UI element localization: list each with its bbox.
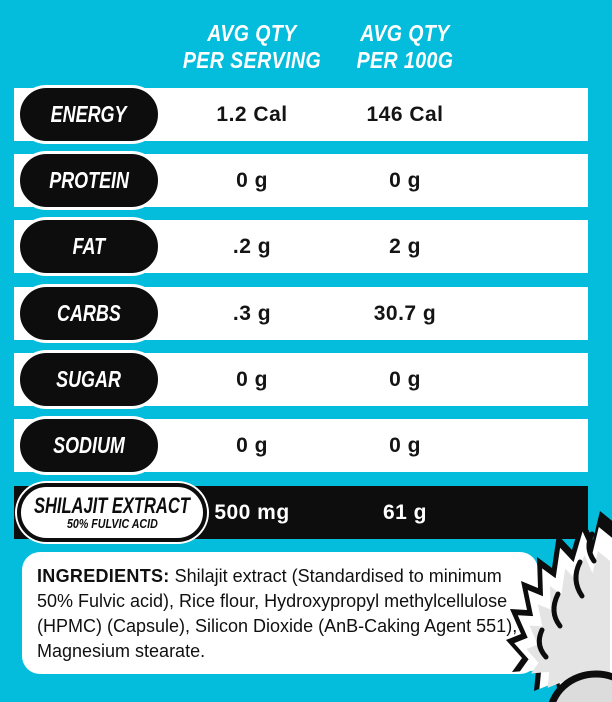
table-row-fat: FAT .2 g 2 g xyxy=(14,217,588,276)
value-per-serving: 1.2 Cal xyxy=(216,102,288,126)
row-label: PROTEIN xyxy=(49,167,129,193)
value-per-100g: 61 g xyxy=(382,500,428,524)
row-label-pill: SODIUM xyxy=(17,416,161,475)
row-label: ENERGY xyxy=(51,101,127,127)
ingredients-panel: INGREDIENTS: Shilajit extract (Standardi… xyxy=(22,552,538,674)
value-per-100g: 0 g xyxy=(389,367,421,391)
column-header-line: AVG QTY xyxy=(207,20,297,46)
table-row-protein: PROTEIN 0 g 0 g xyxy=(14,151,588,210)
column-header-per-100g: AVG QTY PER 100G xyxy=(295,20,515,74)
table-row-sugar: SUGAR 0 g 0 g xyxy=(14,350,588,409)
value-per-100g: 2 g xyxy=(389,234,421,258)
column-header-line: PER 100G xyxy=(356,47,454,73)
row-sublabel: 50% FULVIC ACID xyxy=(66,516,158,531)
value-per-100g: 0 g xyxy=(389,433,421,457)
row-label: FAT xyxy=(72,233,106,259)
value-per-100g: 30.7 g xyxy=(373,301,437,325)
table-row-energy: ENERGY 1.2 Cal 146 Cal xyxy=(14,85,588,144)
column-header-line: AVG QTY xyxy=(360,20,450,46)
ingredients-heading: INGREDIENTS: xyxy=(37,566,170,586)
value-per-serving: 0 g xyxy=(236,168,268,192)
row-label-pill: PROTEIN xyxy=(17,151,161,210)
value-per-serving: 0 g xyxy=(236,433,268,457)
row-label-pill: FAT xyxy=(17,217,161,276)
column-header-line: PER SERVING xyxy=(182,47,322,73)
value-per-100g: 146 Cal xyxy=(366,102,444,126)
row-label-pill: CARBS xyxy=(17,284,161,343)
row-label-pill: ENERGY xyxy=(17,85,161,144)
row-label: SUGAR xyxy=(56,366,122,392)
column-header-per-serving: AVG QTY PER SERVING xyxy=(142,20,362,74)
row-label-pill: SUGAR xyxy=(17,350,161,409)
value-per-serving: 0 g xyxy=(236,367,268,391)
value-per-serving: 500 mg xyxy=(214,500,290,524)
row-label-pill: SHILAJIT EXTRACT 50% FULVIC ACID xyxy=(17,483,207,542)
table-row-carbs: CARBS .3 g 30.7 g xyxy=(14,284,588,343)
row-label: SODIUM xyxy=(53,432,125,458)
row-label: CARBS xyxy=(57,300,121,326)
spiky-flame-mascot-icon xyxy=(506,511,612,702)
value-per-serving: .3 g xyxy=(232,301,272,325)
value-per-serving: .2 g xyxy=(232,234,272,258)
value-per-100g: 0 g xyxy=(389,168,421,192)
ingredients-text: Shilajit extract (Standardised to minimu… xyxy=(37,566,518,661)
table-row-sodium: SODIUM 0 g 0 g xyxy=(14,416,588,475)
row-label: SHILAJIT EXTRACT xyxy=(34,493,190,518)
table-row-shilajit-extract: SHILAJIT EXTRACT 50% FULVIC ACID 500 mg … xyxy=(14,483,588,542)
